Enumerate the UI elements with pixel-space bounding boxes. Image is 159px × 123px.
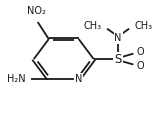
- Text: O: O: [136, 61, 144, 71]
- Text: H₂N: H₂N: [7, 74, 26, 84]
- Text: N: N: [75, 74, 82, 84]
- Text: CH₃: CH₃: [83, 21, 102, 31]
- Text: N: N: [114, 33, 122, 43]
- Text: S: S: [114, 53, 122, 66]
- Text: NO₂: NO₂: [27, 6, 46, 16]
- Text: CH₃: CH₃: [135, 21, 153, 31]
- Text: O: O: [136, 47, 144, 57]
